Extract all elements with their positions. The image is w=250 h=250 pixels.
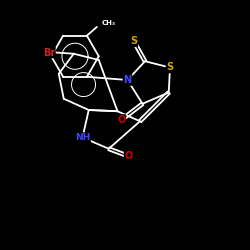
Text: O: O — [124, 151, 133, 161]
Text: O: O — [117, 115, 125, 125]
Text: N: N — [124, 75, 132, 85]
Text: NH: NH — [75, 133, 90, 142]
Text: S: S — [166, 62, 173, 72]
Text: Br: Br — [43, 48, 55, 58]
Text: CH₃: CH₃ — [102, 20, 116, 26]
Text: S: S — [130, 36, 137, 46]
